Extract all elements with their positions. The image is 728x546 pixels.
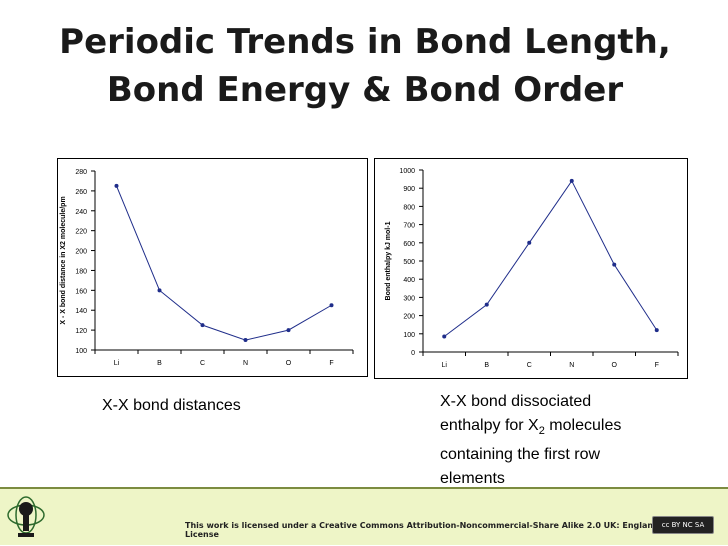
- y-tick-label: 140: [75, 308, 87, 315]
- slide-title: Periodic Trends in Bond Length, Bond Ene…: [40, 18, 690, 114]
- bond-distance-chart: 100 120 140 160 180 200 220 240 260 280 Li B C N O F X -…: [57, 158, 368, 377]
- y-tick-label: 700: [403, 223, 415, 230]
- y-tick-label: 200: [403, 314, 415, 321]
- x-tick-label: C: [200, 360, 205, 367]
- y-tick-label: 400: [403, 277, 415, 284]
- data-point: [612, 262, 617, 267]
- x-tick-label: Li: [442, 362, 448, 369]
- y-tick-label: 1000: [399, 168, 415, 175]
- y-tick-label: 800: [403, 204, 415, 211]
- data-point: [527, 240, 532, 245]
- y-tick-label: 200: [75, 249, 87, 256]
- title-line-1: Periodic Trends in Bond Length,: [59, 22, 671, 62]
- x-tick-label: B: [484, 362, 489, 369]
- bond-enthalpy-chart: 0 100 200 300 400 500 600 700 800 900 1000 Li B C N O F B…: [374, 158, 688, 379]
- license-text: This work is licensed under a Creative C…: [185, 521, 699, 539]
- series-line: [443, 179, 658, 337]
- cc-license-badge[interactable]: cc BY NC SA: [652, 516, 714, 534]
- x-tick-label: N: [569, 362, 574, 369]
- y-tick-label: 180: [75, 268, 87, 275]
- bond-distance-chart-svg: 100 120 140 160 180 200 220 240 260 280 Li B C N O F X -…: [60, 169, 354, 367]
- y-tick-label: 900: [403, 186, 415, 193]
- microphone-logo-icon: [7, 496, 45, 537]
- data-point: [286, 328, 291, 333]
- x-tick-label: C: [527, 362, 532, 369]
- data-point: [114, 183, 119, 188]
- y-tick-label: 600: [403, 241, 415, 248]
- caption-bond-enthalpy: X-X bond dissociated enthalpy for X2 mol…: [440, 390, 640, 491]
- x-tick-label: O: [612, 362, 618, 369]
- caption-bond-distances: X-X bond distances: [102, 397, 241, 414]
- series-line: [116, 185, 332, 341]
- y-tick-label: 0: [411, 350, 415, 357]
- y-tick-label: 280: [75, 169, 87, 176]
- x-tick-label: F: [655, 362, 659, 369]
- data-point: [654, 328, 659, 333]
- y-tick-label: 220: [75, 229, 87, 236]
- license-footer: This work is licensed under a Creative C…: [0, 487, 728, 545]
- x-tick-label: F: [329, 360, 333, 367]
- data-point: [442, 334, 447, 339]
- y-tick-label: 120: [75, 328, 87, 335]
- x-tick-label: Li: [114, 360, 120, 367]
- y-tick-label: 100: [403, 332, 415, 339]
- data-point: [569, 178, 574, 183]
- title-line-2: Bond Energy & Bond Order: [106, 70, 624, 110]
- bond-enthalpy-chart-svg: 0 100 200 300 400 500 600 700 800 900 1000 Li B C N O F B…: [385, 168, 679, 369]
- y-tick-label: 300: [403, 295, 415, 302]
- caption-right-text-end: molecules containing the first row eleme…: [440, 417, 622, 488]
- y-tick-label: 500: [403, 259, 415, 266]
- x-tick-label: N: [243, 360, 248, 367]
- data-point: [243, 338, 248, 343]
- y-tick-label: 160: [75, 288, 87, 295]
- y-tick-label: 240: [75, 209, 87, 216]
- caption-right-subscript: 2: [538, 425, 545, 438]
- y-tick-label: 100: [75, 348, 87, 355]
- data-point: [329, 303, 334, 308]
- y-tick-label: 260: [75, 189, 87, 196]
- x-tick-label: B: [157, 360, 162, 367]
- data-point: [200, 323, 205, 328]
- y-axis-label: Bond enthalpy kJ mol-1: [385, 221, 392, 300]
- y-axis-label: X - X bond distance in X2 molecule/pm: [60, 196, 67, 324]
- data-point: [484, 302, 489, 307]
- data-point: [157, 288, 162, 293]
- x-tick-label: O: [286, 360, 292, 367]
- caption-right-text: X-X bond dissociated enthalpy for X: [440, 393, 592, 434]
